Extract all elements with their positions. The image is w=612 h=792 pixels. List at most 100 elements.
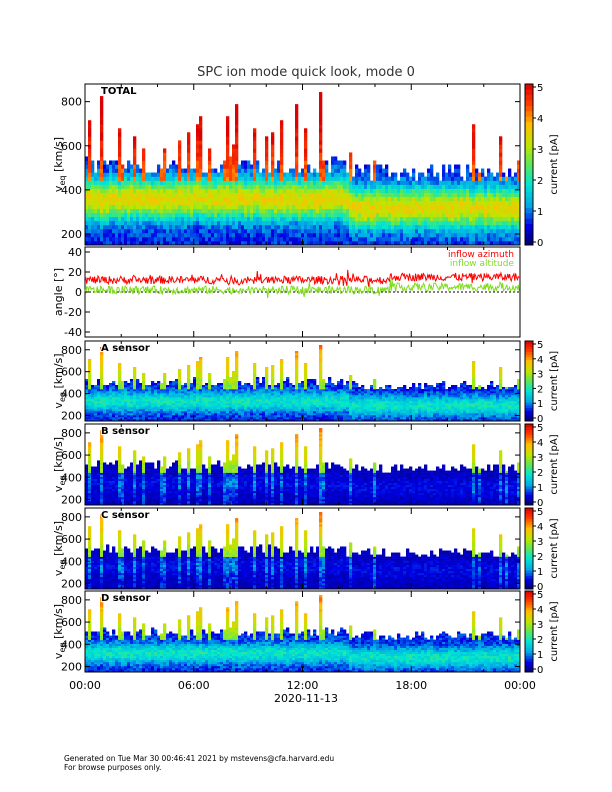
spectrogram-cell [286, 389, 290, 392]
spectrogram-cell [433, 180, 437, 185]
spectrogram-cell [262, 419, 266, 422]
spectrogram-cell [220, 240, 224, 246]
spectrogram-cell [229, 377, 233, 380]
spectrogram-cell [469, 208, 473, 214]
spectrogram-cell [151, 236, 155, 242]
spectrogram-cell [412, 172, 416, 177]
spectrogram-cell [211, 196, 215, 202]
spectrogram-cell [370, 232, 374, 238]
spectrogram-cell [301, 232, 305, 238]
spectrogram-cell [460, 204, 464, 210]
spectrogram-cell [235, 168, 239, 173]
spectrogram-cell [316, 401, 320, 404]
spectrogram-cell [262, 228, 266, 234]
spectrogram-cell [433, 216, 437, 222]
spectrogram-cell [157, 180, 161, 185]
spectrogram-cell [271, 144, 275, 149]
spectrogram-cell [412, 192, 416, 198]
spectrogram-cell [190, 389, 194, 392]
spectrogram-cell [244, 391, 248, 394]
spectrogram-cell [505, 228, 509, 234]
spectrogram-cell [199, 365, 203, 368]
spectrogram-cell [220, 397, 224, 400]
spectrogram-cell [187, 411, 191, 414]
spectrogram-cell [376, 224, 380, 230]
spectrogram-cell [475, 172, 479, 177]
spectrogram-cell [427, 168, 431, 173]
spectrogram-cell [499, 184, 503, 189]
spectrogram-cell [178, 188, 182, 193]
spectrogram-cell [403, 208, 407, 214]
spectrogram-cell [343, 415, 347, 418]
spectrogram-cell [295, 385, 299, 388]
spectrogram-cell [478, 180, 482, 185]
spectrogram-cell [442, 204, 446, 210]
spectrogram-cell [184, 413, 188, 416]
spectrogram-cell [442, 224, 446, 230]
spectrogram-cell [136, 397, 140, 400]
spectrogram-cell [307, 417, 311, 420]
spectrogram-cell [274, 401, 278, 404]
spectrogram-cell [172, 188, 176, 193]
spectrogram-cell [118, 172, 122, 177]
spectrogram-cell [196, 375, 200, 378]
spectrogram-cell [241, 401, 245, 404]
spectrogram-cell [490, 184, 494, 189]
spectrogram-cell [256, 220, 260, 226]
spectrogram-cell [190, 180, 194, 185]
spectrogram-cell [163, 172, 167, 177]
spectrogram-cell [286, 409, 290, 412]
spectrogram-cell [418, 184, 422, 189]
spectrogram-cell [499, 148, 503, 153]
spectrogram-cell [160, 419, 164, 422]
spectrogram-cell [322, 385, 326, 388]
spectrogram-cell [511, 220, 515, 226]
spectrogram-cell [280, 180, 284, 185]
spectrogram-cell [196, 212, 200, 218]
spectrogram-cell [211, 240, 215, 246]
spectrogram-cell [133, 389, 137, 392]
spectrogram-cell [160, 196, 164, 202]
spectrogram-cell [196, 407, 200, 410]
spectrogram-cell [103, 208, 107, 214]
spectrogram-cell [205, 208, 209, 214]
spectrogram-cell [91, 224, 95, 230]
spectrogram-cell [112, 228, 116, 234]
spectrogram-cell [244, 397, 248, 400]
spectrogram-cell [154, 399, 158, 402]
spectrogram-cell [139, 407, 143, 410]
spectrogram-cell [358, 200, 362, 206]
spectrogram-cell [241, 407, 245, 410]
spectrogram-cell [265, 208, 269, 214]
spectrogram-cell [265, 216, 269, 222]
spectrogram-cell [142, 409, 146, 412]
spectrogram-cell [268, 389, 272, 392]
spectrogram-cell [205, 385, 209, 388]
spectrogram-cell [340, 236, 344, 242]
spectrogram-cell [94, 411, 98, 414]
spectrogram-cell [472, 176, 476, 181]
spectrogram-cell [514, 196, 518, 202]
spectrogram-cell [238, 224, 242, 230]
spectrogram-cell [340, 228, 344, 234]
spectrogram-cell [196, 220, 200, 226]
spectrogram-cell [229, 204, 233, 210]
spectrogram-cell [91, 391, 95, 394]
spectrogram-cell [334, 232, 338, 238]
spectrogram-cell [271, 401, 275, 404]
spectrogram-cell [376, 168, 380, 173]
spectrogram-cell [445, 172, 449, 177]
spectrogram-cell [175, 389, 179, 392]
spectrogram-cell [229, 216, 233, 222]
spectrogram-cell [232, 144, 236, 149]
spectrogram-cell [283, 192, 287, 198]
spectrogram-cell [310, 401, 314, 404]
spectrogram-cell [457, 188, 461, 193]
spectrogram-cell [232, 389, 236, 392]
spectrogram-cell [499, 152, 503, 157]
spectrogram-cell [232, 397, 236, 400]
spectrogram-cell [208, 395, 212, 398]
spectrogram-cell [409, 232, 413, 238]
spectrogram-cell [121, 399, 125, 402]
spectrogram-cell [412, 168, 416, 173]
